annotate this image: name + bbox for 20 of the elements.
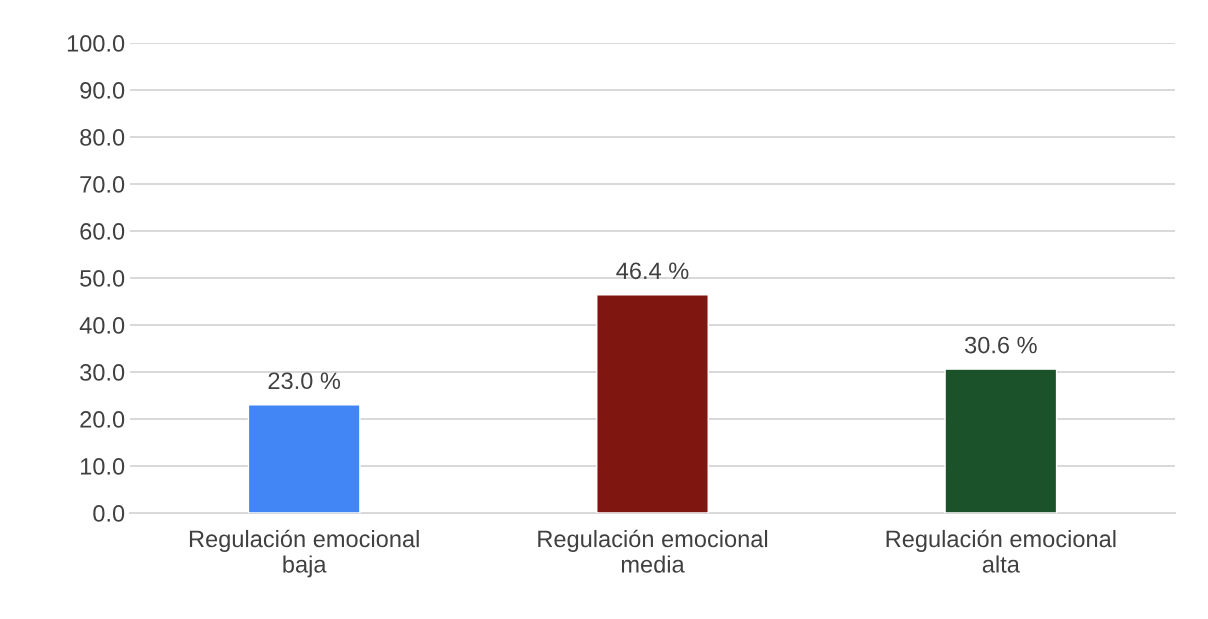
bar [247,404,361,513]
bar [944,368,1058,513]
y-tick-label: 10.0 [80,458,125,475]
bar [596,294,709,513]
y-tick-label: 30.0 [80,364,125,381]
x-tick-label: Regulación emocional media [538,529,768,573]
y-tick-label: 90.0 [80,82,125,99]
x-tick-label: Regulación emocional baja [189,529,419,578]
y-tick-label: 20.0 [80,411,125,428]
data-label: 30.6 % [964,336,1037,354]
x-tick-label: Regulación emocional alta [886,529,1116,573]
y-tick-label: 40.0 [79,317,125,334]
data-label: 23.0 % [268,372,341,390]
y-tick-label: 0.0 [93,505,125,522]
y-tick-label: 50.0 [80,270,125,287]
y-tick-label: 100.0 [67,35,125,52]
y-tick-label: 70.0 [80,176,125,193]
y-tick-label: 60.0 [80,223,125,240]
data-label: 46.4 % [616,262,689,280]
y-tick-label: 80.0 [80,129,125,146]
